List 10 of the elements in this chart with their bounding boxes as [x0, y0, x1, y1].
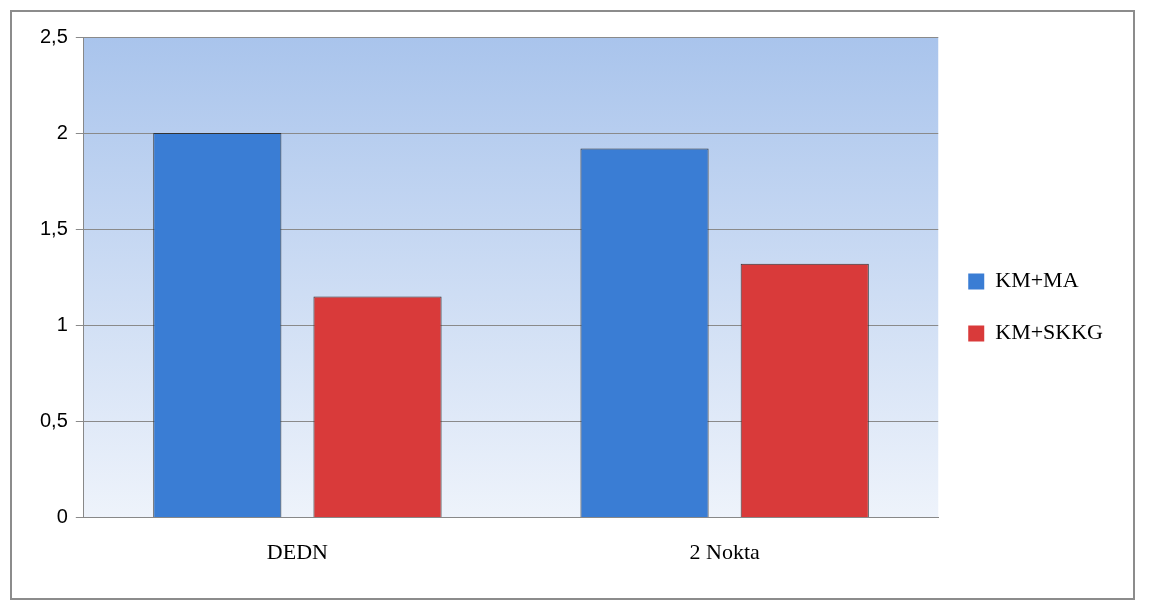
y-tick-label: 2,5 — [39, 24, 68, 47]
y-tick-label: 1,5 — [39, 216, 68, 239]
legend-label: KM+MA — [995, 267, 1079, 293]
legend-label: KM+SKKG — [995, 319, 1104, 345]
x-tick-label: DEDN — [266, 538, 329, 564]
y-tick-label: 0,5 — [39, 409, 68, 431]
y-tick-label: 2 — [56, 120, 68, 143]
y-tick-label: 0 — [56, 505, 68, 528]
y-tick-label: 1 — [56, 312, 68, 335]
x-tick-label: 2 Nokta — [689, 538, 760, 564]
